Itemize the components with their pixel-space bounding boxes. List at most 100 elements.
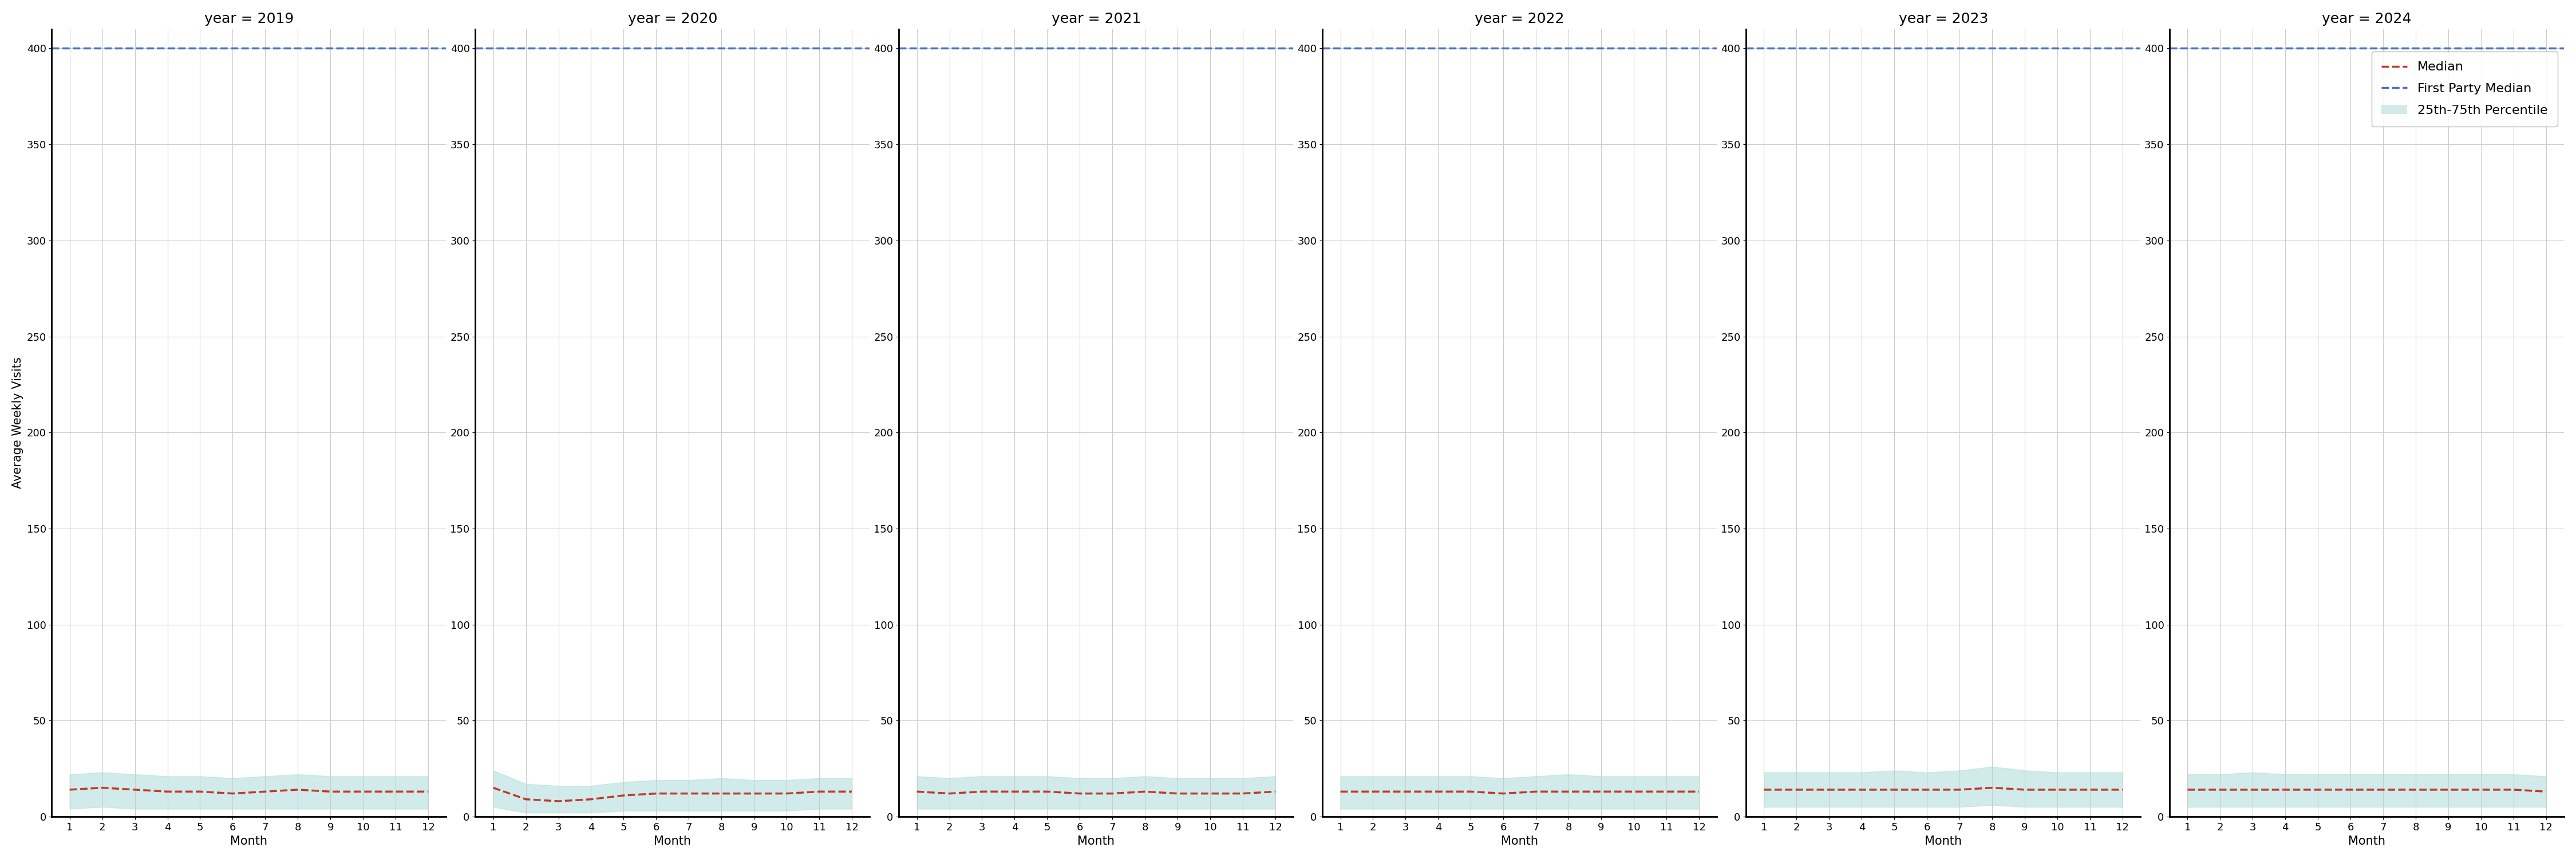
Median [185,787,216,797]
Median [1391,787,1422,797]
First Party Median [902,43,933,53]
Median [54,784,85,795]
Median [2334,784,2365,795]
Median [706,789,737,799]
Median [2465,784,2496,795]
Median [477,783,507,793]
X-axis label: Month: Month [1924,836,1963,847]
First Party Median [477,43,507,53]
Median [250,787,281,797]
First Party Median [2172,43,2202,53]
Median [2432,784,2463,795]
Median [672,789,703,799]
Median [1749,784,1780,795]
Median [641,789,672,799]
Median [1976,783,2007,793]
Median [739,789,770,799]
X-axis label: Month: Month [1502,836,1538,847]
Median [1226,789,1257,799]
Median [2205,784,2236,795]
First Party Median [1749,43,1780,53]
Median [608,790,639,801]
Median [283,784,314,795]
Median [118,784,149,795]
X-axis label: Month: Month [654,836,690,847]
Median [574,794,605,804]
Median [2401,784,2432,795]
First Party Median [1324,43,1355,53]
Line: Median: Median [917,792,1275,794]
Title: year = 2020: year = 2020 [629,12,716,26]
Median [1064,789,1095,799]
Legend: Median, First Party Median, 25th-75th Percentile: Median, First Party Median, 25th-75th Pe… [2372,52,2558,126]
Line: Median: Median [2187,789,2545,792]
Median [544,796,574,807]
Median [1128,787,1159,797]
Title: year = 2022: year = 2022 [1476,12,1564,26]
First Party Median [1293,43,1324,53]
Median [1945,784,1976,795]
X-axis label: Month: Month [229,836,268,847]
Median [1685,787,1716,797]
Title: year = 2019: year = 2019 [204,12,294,26]
Median [1587,787,1618,797]
Median [510,794,541,804]
First Party Median [868,43,899,53]
Median [1878,784,1909,795]
Median [2269,784,2300,795]
Median [216,789,247,799]
Median [1651,787,1682,797]
First Party Median [21,43,52,53]
Title: year = 2021: year = 2021 [1051,12,1141,26]
X-axis label: Month: Month [2349,836,2385,847]
Median [1455,787,1486,797]
Line: Median: Median [1340,792,1700,794]
Median [2303,784,2334,795]
Median [1260,787,1291,797]
Median [1814,784,1844,795]
Median [2172,784,2202,795]
Median [348,787,379,797]
Median [2499,784,2530,795]
Line: Median: Median [1765,788,2123,789]
Median [966,787,997,797]
First Party Median [2141,43,2172,53]
Median [1847,784,1878,795]
Median [381,787,412,797]
X-axis label: Month: Month [1077,836,1115,847]
Median [2107,784,2138,795]
Median [1162,789,1193,799]
Median [935,789,966,799]
Median [152,787,183,797]
Median [1195,789,1226,799]
Median [1911,784,1942,795]
Median [1324,787,1355,797]
Median [314,787,345,797]
Median [999,787,1030,797]
Median [1520,787,1551,797]
Median [2239,784,2269,795]
Median [1358,787,1388,797]
Median [804,787,835,797]
Title: year = 2023: year = 2023 [1899,12,1989,26]
Median [2530,787,2561,797]
Median [412,787,443,797]
Line: Median: Median [70,788,428,794]
Median [2043,784,2074,795]
Median [88,783,118,793]
Median [2367,784,2398,795]
Median [1033,787,1064,797]
Title: year = 2024: year = 2024 [2321,12,2411,26]
Median [902,787,933,797]
Median [837,787,868,797]
Median [1553,787,1584,797]
First Party Median [446,43,477,53]
Median [1097,789,1128,799]
Median [1618,787,1649,797]
Median [2074,784,2105,795]
First Party Median [54,43,85,53]
Line: Median: Median [492,788,853,801]
First Party Median [1716,43,1747,53]
Median [1780,784,1811,795]
Median [2009,784,2040,795]
